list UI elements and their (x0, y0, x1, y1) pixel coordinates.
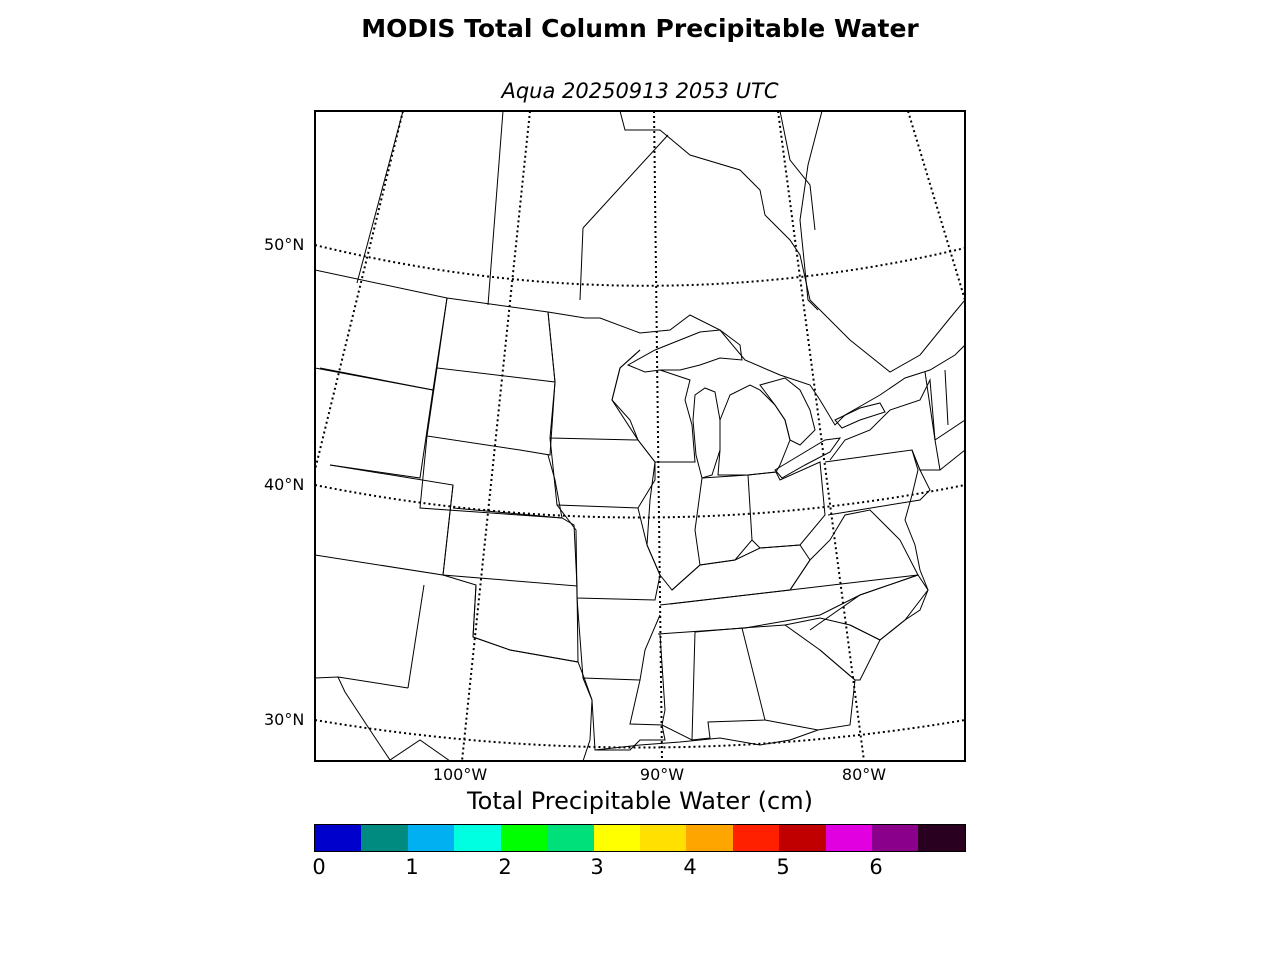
colorbar-segment (686, 825, 733, 851)
colorbar-tick-4: 4 (683, 855, 697, 879)
colorbar-label: Total Precipitable Water (cm) (467, 787, 813, 815)
lake-michigan (692, 387, 721, 479)
iowa (549, 437, 656, 509)
lake-huron (759, 377, 816, 446)
map-features (315, 111, 965, 761)
new-england (924, 369, 965, 471)
mississippi (659, 631, 696, 741)
minnesota (547, 311, 641, 441)
colorbar-segment (407, 825, 455, 851)
lon-label-90w: 90°W (639, 765, 685, 784)
meridian-70w (907, 111, 965, 301)
meridian-110w (315, 111, 404, 471)
pennsylvania (824, 449, 931, 516)
oklahoma (442, 574, 579, 663)
colorbar-segment (639, 825, 687, 851)
lake-ontario (834, 402, 886, 429)
lon-label-80w: 80°W (841, 765, 887, 784)
north-carolina (809, 574, 929, 641)
parallel-40n (315, 484, 965, 519)
wisconsin (611, 349, 696, 463)
colorbar-tick-5: 5 (776, 855, 790, 879)
us-canada-border (315, 269, 965, 426)
colorbar-tick-6: 6 (869, 855, 883, 879)
tennessee (657, 574, 919, 635)
colorbar-segment (825, 825, 873, 851)
colorbar-segment (454, 825, 501, 851)
alabama (691, 627, 766, 741)
new-mexico (337, 584, 425, 689)
chart-title: MODIS Total Column Precipitable Water (361, 14, 919, 43)
lon-label-100w: 100°W (432, 765, 488, 784)
colorbar-segment (547, 825, 594, 851)
meridian-100w (461, 111, 531, 761)
virginia (789, 509, 919, 591)
colorbar-segment (918, 825, 965, 851)
texas (315, 584, 593, 761)
montana (315, 297, 448, 391)
south-dakota (426, 367, 556, 456)
quebec-ontario-border (799, 111, 823, 311)
lat-label-30n: 30°N (264, 710, 305, 729)
east-coast (879, 449, 929, 641)
colorbar-tick-3: 3 (590, 855, 604, 879)
colorbar-tick-2: 2 (498, 855, 512, 879)
south-carolina (784, 617, 881, 681)
lat-label-50n: 50°N (264, 235, 305, 254)
map-frame (314, 110, 966, 762)
lat-label-40n: 40°N (264, 475, 305, 494)
louisiana (582, 677, 666, 751)
illinois (646, 461, 703, 591)
colorbar-segment (779, 825, 826, 851)
colorbar-segment (500, 825, 548, 851)
parallel-50n (315, 244, 965, 287)
colorbar-segment (593, 825, 640, 851)
arkansas (576, 597, 661, 681)
parallel-30n (315, 719, 965, 749)
james-bay (779, 111, 816, 231)
indiana (699, 474, 753, 566)
lake-erie (774, 437, 842, 479)
new-york (829, 378, 941, 471)
colorbar-segment (315, 825, 362, 851)
colorbar-segment (872, 825, 919, 851)
chart-subtitle: Aqua 20250913 2053 UTC (501, 79, 779, 103)
colorbar-tick-0: 0 (312, 855, 326, 879)
michigan-lower (717, 384, 791, 476)
gulf-coast (594, 729, 819, 751)
colorado (315, 464, 454, 576)
colorbar-segment (361, 825, 408, 851)
ontario-manitoba-border (579, 134, 669, 301)
colorbar-tick-1: 1 (405, 855, 419, 879)
colorbar-segment (732, 825, 780, 851)
nebraska (419, 435, 563, 519)
meridian-90w (653, 111, 663, 761)
georgia (741, 624, 856, 731)
wyoming (319, 367, 434, 479)
meridian-80w (777, 111, 865, 761)
colorbar (314, 824, 966, 852)
sask-alberta-border (356, 111, 404, 284)
hudson-bay-shore (619, 111, 965, 373)
manitoba-sask-border (487, 111, 504, 306)
